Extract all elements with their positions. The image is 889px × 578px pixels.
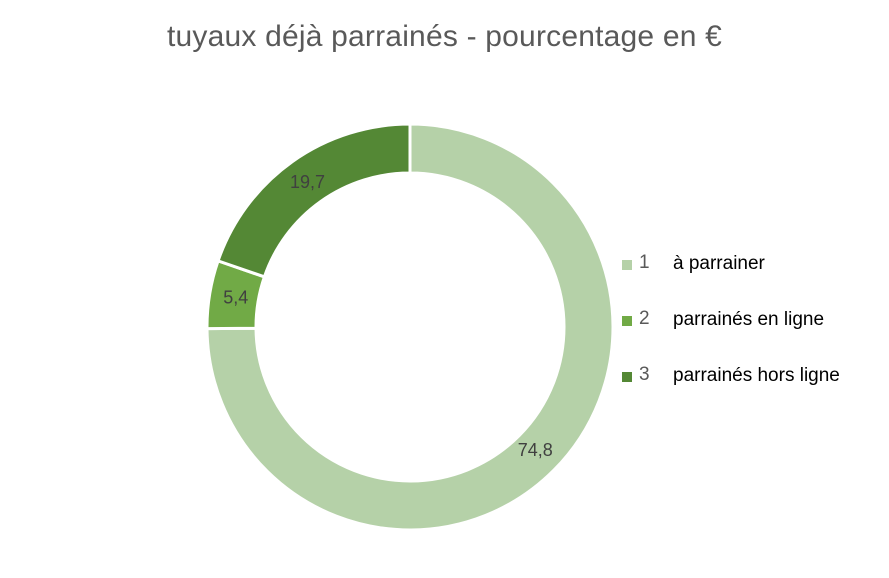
slice-value-label: 19,7 <box>290 172 325 192</box>
legend-number: 1 <box>639 252 650 273</box>
legend-swatch <box>622 260 632 270</box>
legend-number: 3 <box>639 364 650 385</box>
donut-slice <box>205 122 615 532</box>
legend-label: à parrainer <box>673 253 765 274</box>
slice-value-label: 5,4 <box>223 287 248 307</box>
legend-swatch <box>622 316 632 326</box>
legend-swatch <box>622 372 632 382</box>
legend-label: parrainés en ligne <box>673 309 825 330</box>
chart-title: tuyaux déjà parrainés - pourcentage en € <box>166 20 723 53</box>
legend-number: 2 <box>639 308 650 329</box>
legend-label: parrainés hors ligne <box>673 365 840 386</box>
slice-value-label: 74,8 <box>518 440 553 460</box>
donut-slice <box>216 122 412 279</box>
